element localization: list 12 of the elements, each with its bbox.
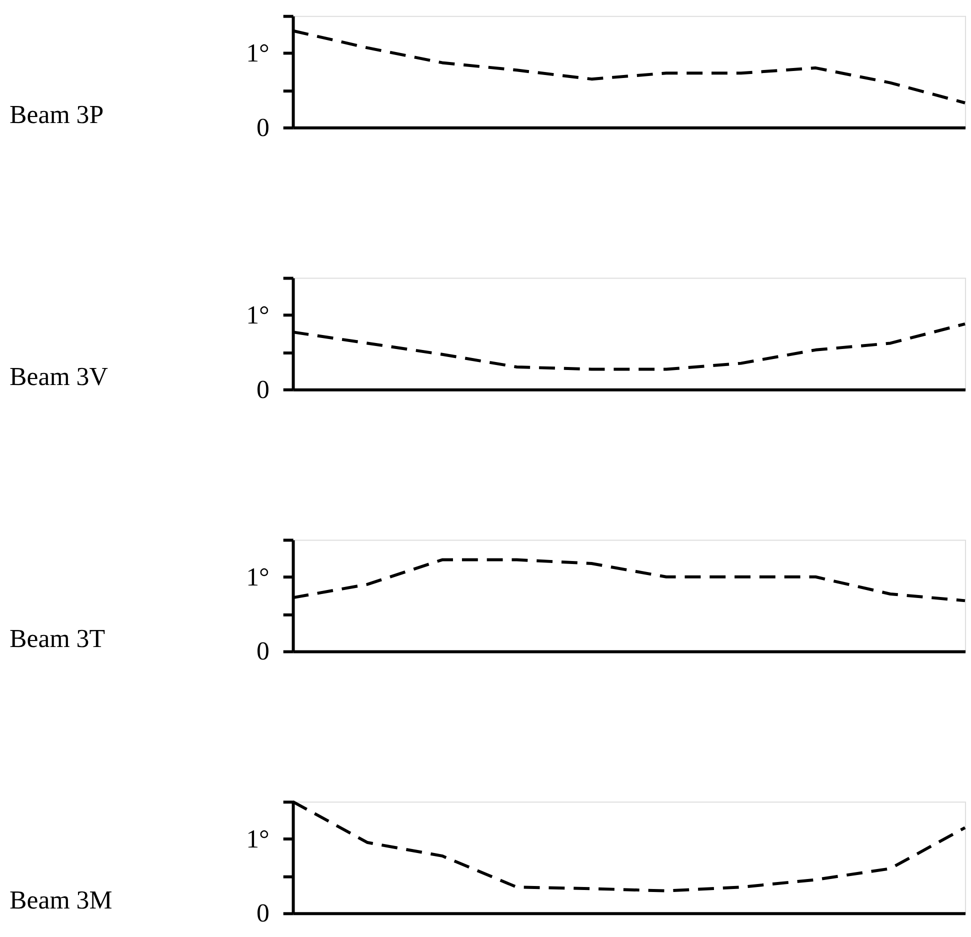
y-tick-label: 1° [246, 824, 270, 854]
y-tick-label: 0 [256, 898, 270, 928]
y-tick-label: 0 [256, 112, 270, 142]
y-axis-title: Beam 3V [9, 362, 108, 391]
y-tick-label: 1° [246, 562, 270, 592]
y-axis-title: Beam 3T [9, 624, 106, 653]
y-axis-title: Beam 3P [9, 100, 104, 129]
y-axis-title: Beam 3M [9, 886, 112, 915]
y-tick-label: 1° [246, 300, 270, 330]
y-tick-label: 0 [256, 636, 270, 666]
y-tick-label: 1° [246, 38, 270, 68]
y-tick-label: 0 [256, 374, 270, 404]
